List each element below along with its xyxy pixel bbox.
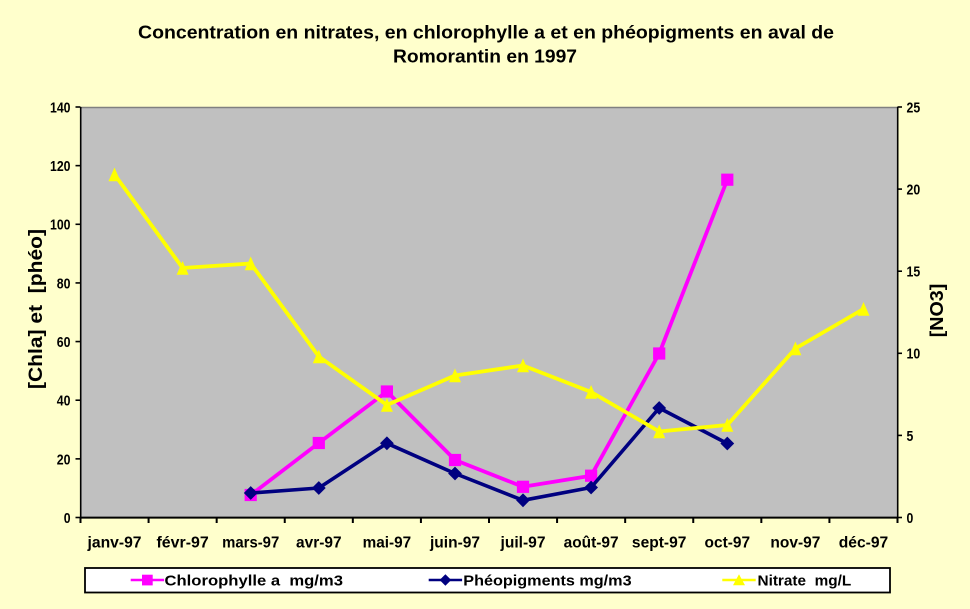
- svg-text:Concentration en nitrates, en: Concentration en nitrates, en chlorophyl…: [138, 22, 834, 43]
- svg-text:avr-97: avr-97: [296, 535, 342, 552]
- svg-text:5: 5: [907, 428, 914, 445]
- svg-text:80: 80: [57, 275, 71, 292]
- svg-text:Romorantin en 1997: Romorantin en 1997: [393, 46, 577, 67]
- svg-text:[Chla] et [phéo]: [Chla] et [phéo]: [25, 229, 47, 389]
- svg-text:janv-97: janv-97: [86, 535, 141, 552]
- svg-text:sept-97: sept-97: [632, 535, 687, 552]
- svg-text:100: 100: [50, 217, 71, 234]
- svg-text:déc-97: déc-97: [839, 535, 889, 552]
- svg-text:15: 15: [907, 264, 921, 281]
- svg-text:Phéopigments mg/m3: Phéopigments mg/m3: [463, 573, 631, 590]
- svg-text:25: 25: [907, 99, 921, 116]
- svg-text:nov-97: nov-97: [770, 535, 820, 552]
- svg-text:40: 40: [57, 393, 71, 410]
- svg-text:Chlorophylle a mg/m3: Chlorophylle a mg/m3: [165, 573, 344, 590]
- svg-text:févr-97: févr-97: [157, 535, 209, 552]
- svg-text:oct-97: oct-97: [705, 535, 751, 552]
- svg-text:20: 20: [57, 451, 71, 468]
- svg-text:20: 20: [907, 182, 921, 199]
- svg-text:août-97: août-97: [564, 535, 619, 552]
- svg-text:120: 120: [50, 158, 71, 175]
- svg-text:10: 10: [907, 346, 921, 363]
- svg-text:juil-97: juil-97: [499, 535, 545, 552]
- svg-text:mai-97: mai-97: [363, 535, 412, 552]
- svg-text:mars-97: mars-97: [222, 535, 279, 552]
- svg-text:140: 140: [50, 99, 71, 116]
- svg-text:[NO3]: [NO3]: [926, 284, 947, 338]
- svg-text:0: 0: [64, 510, 71, 527]
- svg-text:juin-97: juin-97: [429, 535, 480, 552]
- svg-text:60: 60: [57, 334, 71, 351]
- svg-text:0: 0: [907, 510, 914, 527]
- svg-text:Nitrate mg/L: Nitrate mg/L: [758, 573, 852, 590]
